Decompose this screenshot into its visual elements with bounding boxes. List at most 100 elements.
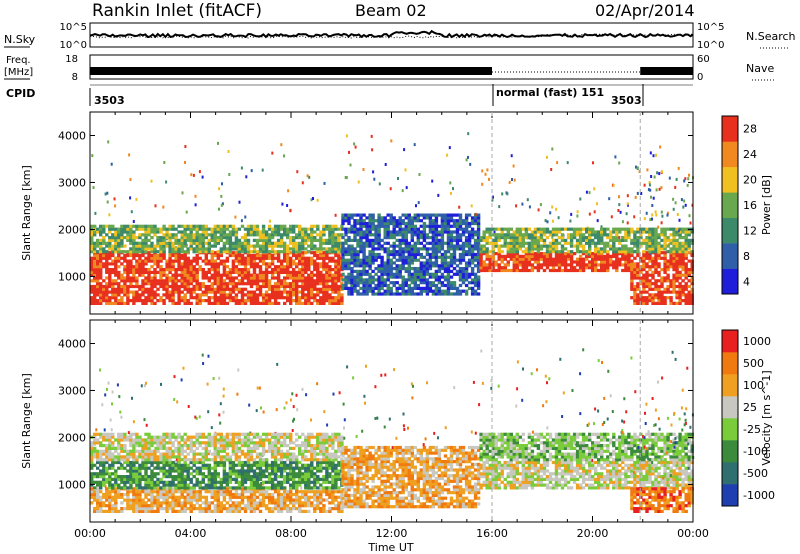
heatmap-cell [183, 238, 187, 242]
heatmap-cell [99, 233, 103, 237]
heatmap-cell [276, 495, 281, 499]
heatmap-cell [162, 253, 166, 258]
heatmap-cell [651, 270, 655, 274]
heatmap-cell [482, 230, 486, 234]
heatmap-cell [201, 495, 205, 499]
heatmap-cell [648, 236, 652, 240]
heatmap-cell [319, 253, 323, 258]
heatmap-cell [171, 293, 175, 297]
heatmap-cell [213, 273, 217, 277]
heatmap-cell [180, 244, 184, 248]
heatmap-cell [365, 264, 369, 268]
heatmap-cell [273, 296, 278, 300]
heatmap-cell [603, 233, 607, 237]
heatmap-cell [690, 296, 694, 300]
heatmap-cell [467, 213, 472, 217]
heatmap-cell [431, 238, 436, 242]
heatmap-cell [289, 256, 293, 260]
heatmap-cell [181, 191, 184, 195]
heatmap-cell [184, 161, 186, 164]
heatmap-cell [362, 264, 366, 268]
heatmap-cell [340, 233, 344, 237]
heatmap-cell [452, 230, 457, 234]
heatmap-cell [440, 247, 445, 251]
heatmap-cell [383, 281, 387, 285]
heatmap-cell [467, 252, 472, 257]
heatmap-cell [192, 233, 196, 237]
heatmap-cell [395, 275, 399, 279]
heatmap-cell [530, 241, 535, 245]
heatmap-cell [222, 504, 227, 508]
heatmap-cell [319, 287, 323, 291]
heatmap-cell [129, 270, 133, 274]
heatmap-cell [554, 241, 559, 245]
heatmap-cell [666, 250, 670, 254]
heatmap-cell [350, 281, 354, 285]
heatmap-cell [316, 276, 320, 280]
heatmap-cell [156, 487, 160, 491]
heatmap-cell [270, 256, 275, 260]
heatmap-cell [234, 241, 239, 245]
heatmap-cell [132, 265, 136, 269]
heatmap-cell [557, 266, 562, 270]
heatmap-cell [313, 273, 317, 277]
heatmap-cell [213, 301, 217, 305]
heatmap-cell [371, 286, 375, 290]
heatmap-cell [183, 490, 187, 494]
heatmap-cell [419, 233, 423, 237]
heatmap-cell [545, 266, 550, 270]
heatmap-cell [657, 279, 661, 283]
heatmap-cell [198, 301, 202, 305]
heatmap-cell [386, 267, 390, 271]
heatmap-cell [572, 227, 577, 231]
heatmap-cell [419, 224, 423, 228]
heatmap-cell [419, 255, 423, 259]
heatmap-cell [304, 238, 308, 242]
heatmap-cell [183, 495, 187, 499]
heatmap-cell [201, 282, 205, 286]
heatmap-cell [283, 253, 287, 258]
heatmap-cell [216, 253, 220, 258]
heatmap-cell [316, 299, 320, 303]
heatmap-cell [594, 241, 598, 245]
heatmap-cell [690, 252, 693, 256]
heatmap-cell [536, 236, 541, 240]
heatmap-cell [452, 292, 457, 296]
heatmap-cell [455, 221, 460, 226]
heatmap-cell [476, 241, 481, 245]
freq-trace [90, 67, 693, 75]
heatmap-cell [328, 287, 332, 291]
heatmap-cell [159, 238, 163, 242]
heatmap-cell [301, 273, 305, 277]
heatmap-cell [548, 252, 553, 256]
heatmap-cell [594, 260, 598, 264]
heatmap-cell [216, 501, 220, 505]
heatmap-cell [383, 283, 387, 288]
heatmap-cell [99, 296, 103, 300]
heatmap-cell [93, 284, 97, 289]
heatmap-cell [168, 270, 172, 274]
heatmap-cell [551, 266, 556, 270]
heatmap-cell [657, 273, 661, 277]
heatmap-cell [165, 276, 169, 280]
heatmap-cell [410, 278, 414, 282]
heatmap-cell [264, 250, 269, 254]
heatmap-cell [180, 270, 184, 274]
heatmap-cell [231, 265, 236, 269]
heatmap-cell [482, 238, 486, 242]
heatmap-cell [252, 301, 257, 305]
heatmap-cell [129, 247, 133, 251]
heatmap-cell [195, 224, 199, 228]
heatmap-cell [374, 227, 378, 231]
heatmap-cell [156, 253, 160, 258]
heatmap-cell [642, 287, 646, 291]
heatmap-cell [252, 227, 257, 231]
heatmap-cell [186, 262, 190, 266]
heatmap-cell [642, 250, 646, 254]
heatmap-cell [325, 290, 329, 294]
heatmap-cell [301, 509, 305, 513]
heatmap-cell [560, 227, 565, 231]
heatmap-cell [216, 509, 220, 513]
heatmap-cell [144, 501, 148, 505]
heatmap-cell [129, 196, 132, 200]
